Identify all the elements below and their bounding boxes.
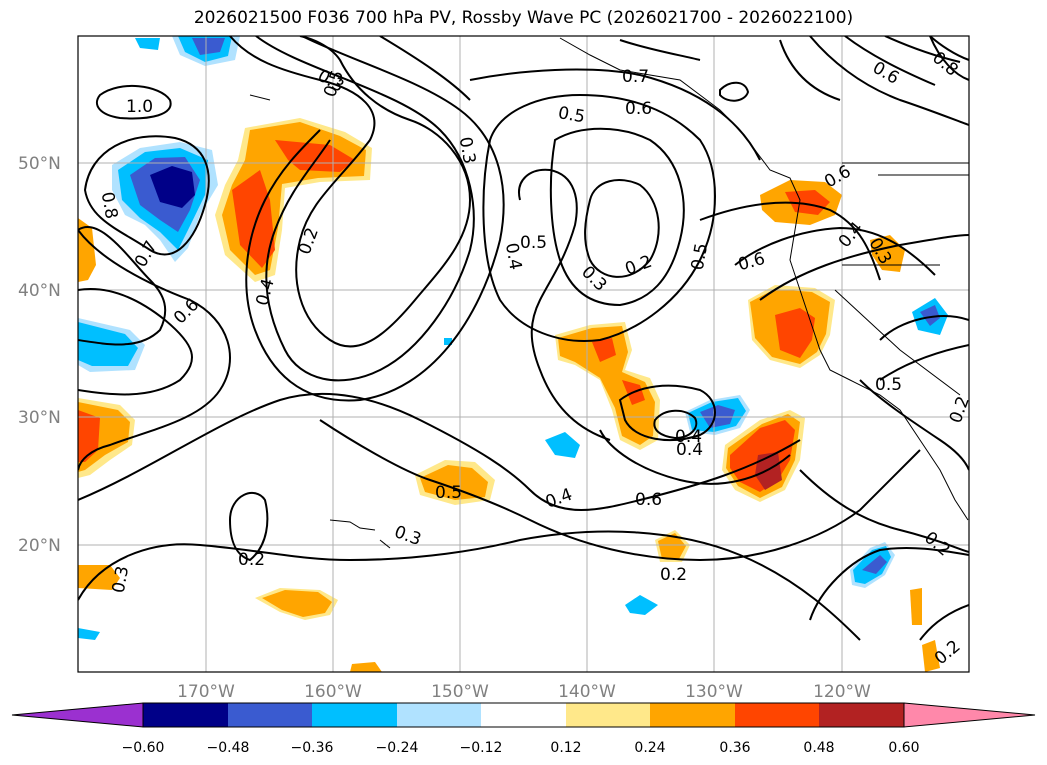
colorbar-over-arrow — [903, 702, 1036, 728]
colorbar-bin — [312, 703, 397, 727]
colorbar-under-arrow — [11, 702, 144, 728]
latitude-axis: 50°N 40°N 30°N 20°N — [18, 154, 61, 556]
lon-label-140w: 140°W — [558, 682, 616, 702]
pv-contours — [78, 36, 969, 641]
lat-label-20n: 20°N — [18, 536, 61, 556]
contour-label: 0.5 — [520, 233, 547, 253]
colorbar-bin — [481, 703, 566, 727]
map-title: 2026021500 F036 700 hPa PV, Rossby Wave … — [193, 8, 854, 28]
contour-label: 0.4 — [675, 427, 702, 447]
contour-label: 0.8 — [97, 190, 121, 220]
colorbar-bin — [228, 703, 312, 727]
colorbar-tick: 0.60 — [888, 740, 919, 756]
contour-label: 0.2 — [660, 565, 687, 585]
map-plot-area: 1.0 0.8 0.7 0.6 0.4 0.2 0.3 0.5 0.4 0.5 … — [78, 36, 974, 672]
colorbar-tick: 0.48 — [803, 740, 834, 756]
colorbar-tick: 0.36 — [719, 740, 750, 756]
lat-label-40n: 40°N — [18, 281, 61, 301]
contour-label: 0.5 — [435, 483, 462, 503]
lon-label-130w: 130°W — [685, 682, 743, 702]
lon-label-160w: 160°W — [304, 682, 362, 702]
contour-label: 0.5 — [875, 375, 902, 395]
colorbar-tick: −0.24 — [376, 740, 419, 756]
colorbar-tick: −0.48 — [207, 740, 250, 756]
contour-label: 0.4 — [501, 241, 525, 271]
colorbar-bin — [566, 703, 650, 727]
lon-label-170w: 170°W — [177, 682, 235, 702]
shaded-anomalies — [78, 36, 948, 672]
contour-label: 0.2 — [946, 394, 974, 426]
contour-label: 0.5 — [688, 242, 712, 272]
colorbar-tick: 0.12 — [550, 740, 581, 756]
colorbar-bin — [819, 703, 904, 727]
contour-label: 0.4 — [676, 440, 703, 460]
lon-label-150w: 150°W — [431, 682, 489, 702]
colorbar-bin — [650, 703, 735, 727]
contour-label: 0.7 — [622, 67, 649, 87]
colorbar: −0.60 −0.48 −0.36 −0.24 −0.12 0.12 0.24 … — [11, 702, 1036, 756]
plot-frame — [77, 35, 970, 673]
graticule — [78, 36, 969, 672]
contour-label: 0.5 — [556, 103, 586, 127]
contour-label: 0.2 — [238, 550, 265, 570]
lon-label-120w: 120°W — [813, 682, 871, 702]
contour-label: 0.6 — [635, 490, 662, 510]
colorbar-bin — [735, 703, 819, 727]
colorbar-tick: −0.12 — [460, 740, 503, 756]
colorbar-tick: 0.24 — [634, 740, 665, 756]
contour-label: 0.3 — [455, 135, 479, 165]
colorbar-tick: −0.36 — [291, 740, 334, 756]
colorbar-bin — [143, 703, 228, 727]
contour-label: 1.0 — [126, 97, 153, 117]
contour-label: 0.6 — [625, 99, 652, 119]
colorbar-tick: −0.60 — [122, 740, 165, 756]
longitude-axis: 170°W 160°W 150°W 140°W 130°W 120°W — [177, 682, 871, 702]
lat-label-50n: 50°N — [18, 154, 61, 174]
contour-label: 0.3 — [109, 565, 133, 595]
colorbar-bin — [397, 703, 481, 727]
lat-label-30n: 30°N — [18, 408, 61, 428]
